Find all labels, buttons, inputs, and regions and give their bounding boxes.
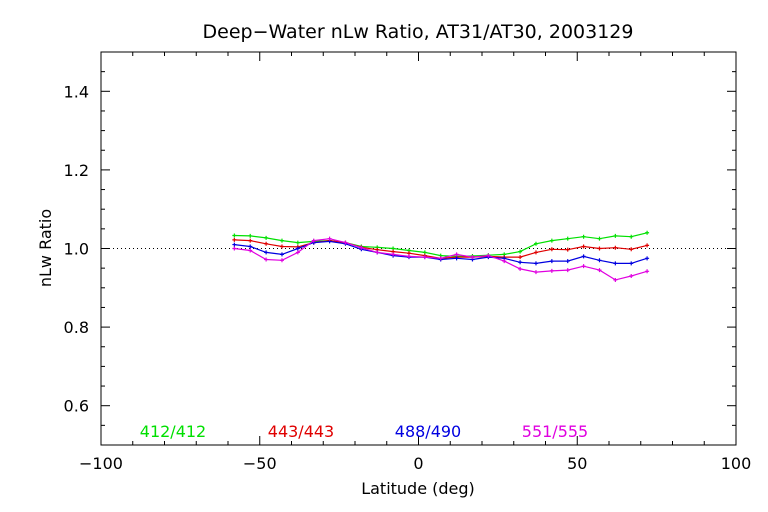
data-point (248, 248, 253, 253)
data-point (279, 258, 284, 263)
legend-entry: 488/490 (395, 422, 461, 441)
legend-entry: 551/555 (522, 422, 588, 441)
chart-title: Deep−Water nLw Ratio, AT31/AT30, 2003129 (203, 21, 634, 43)
data-point (248, 238, 253, 243)
data-point (518, 260, 523, 265)
x-axis-label: Latitude (deg) (361, 479, 475, 498)
data-point (613, 261, 618, 266)
data-point (597, 268, 602, 273)
data-point (343, 240, 348, 245)
y-axis-label: nLw Ratio (36, 209, 55, 287)
data-point (264, 235, 269, 240)
data-point (279, 238, 284, 243)
data-point (565, 268, 570, 273)
legend-entry: 443/443 (268, 422, 334, 441)
data-point (549, 259, 554, 264)
data-point (613, 277, 618, 282)
y-tick-label: 0.8 (64, 318, 89, 337)
data-point (248, 244, 253, 249)
data-point (518, 249, 523, 254)
data-point (565, 236, 570, 241)
data-point (629, 261, 634, 266)
series-488-490 (232, 239, 650, 266)
data-point (645, 256, 650, 261)
data-point (264, 257, 269, 262)
data-point (422, 255, 427, 260)
data-point (581, 234, 586, 239)
y-tick-label: 1.2 (64, 161, 89, 180)
data-point (375, 250, 380, 255)
data-point (454, 252, 459, 257)
data-point (533, 261, 538, 266)
data-point (502, 259, 507, 264)
data-point (629, 274, 634, 279)
data-point (264, 250, 269, 255)
data-point (597, 236, 602, 241)
data-point (549, 268, 554, 273)
data-point (533, 241, 538, 246)
data-point (232, 233, 237, 238)
x-tick-label: 50 (567, 454, 587, 473)
y-tick-label: 0.6 (64, 397, 89, 416)
data-point (597, 246, 602, 251)
data-point (533, 250, 538, 255)
y-tick-labels: 0.6 0.8 1.0 1.2 1.4 (64, 82, 89, 415)
data-point (565, 259, 570, 264)
data-point (232, 242, 237, 247)
data-point (438, 256, 443, 261)
x-tick-label: −50 (243, 454, 277, 473)
data-point (486, 253, 491, 258)
data-point (248, 233, 253, 238)
data-point (232, 246, 237, 251)
data-point (581, 244, 586, 249)
legend-entry: 412/412 (140, 422, 206, 441)
data-point (470, 255, 475, 260)
legend: 412/412 443/443 488/490 551/555 (140, 422, 588, 441)
series-412-412 (232, 230, 650, 259)
data-point (311, 238, 316, 243)
data-point (629, 247, 634, 252)
data-point (264, 241, 269, 246)
data-point (645, 230, 650, 235)
data-point (232, 237, 237, 242)
data-point (279, 244, 284, 249)
data-point (581, 254, 586, 259)
axis-ticks (100, 51, 737, 446)
data-point (295, 246, 300, 251)
data-point (565, 247, 570, 252)
data-point (406, 254, 411, 259)
y-tick-label: 1.0 (64, 240, 89, 259)
data-point (597, 258, 602, 263)
y-tick-label: 1.4 (64, 82, 89, 101)
plot-area (100, 51, 737, 446)
data-point (518, 255, 523, 260)
data-point (327, 236, 332, 241)
x-tick-label: 100 (721, 454, 752, 473)
data-point (533, 270, 538, 275)
data-point (295, 240, 300, 245)
data-point (359, 245, 364, 250)
data-point (645, 243, 650, 248)
data-point (645, 269, 650, 274)
x-tick-label: −100 (79, 454, 123, 473)
x-tick-labels: −100 −50 0 50 100 (79, 454, 751, 473)
data-point (279, 252, 284, 257)
data-point (391, 252, 396, 257)
series-group (232, 230, 650, 282)
data-point (629, 234, 634, 239)
series-551-555 (232, 236, 650, 282)
x-tick-label: 0 (413, 454, 423, 473)
data-point (549, 238, 554, 243)
data-point (518, 266, 523, 271)
data-point (581, 264, 586, 269)
data-point (613, 245, 618, 250)
data-point (295, 250, 300, 255)
data-point (549, 247, 554, 252)
data-point (613, 233, 618, 238)
data-point (454, 256, 459, 261)
